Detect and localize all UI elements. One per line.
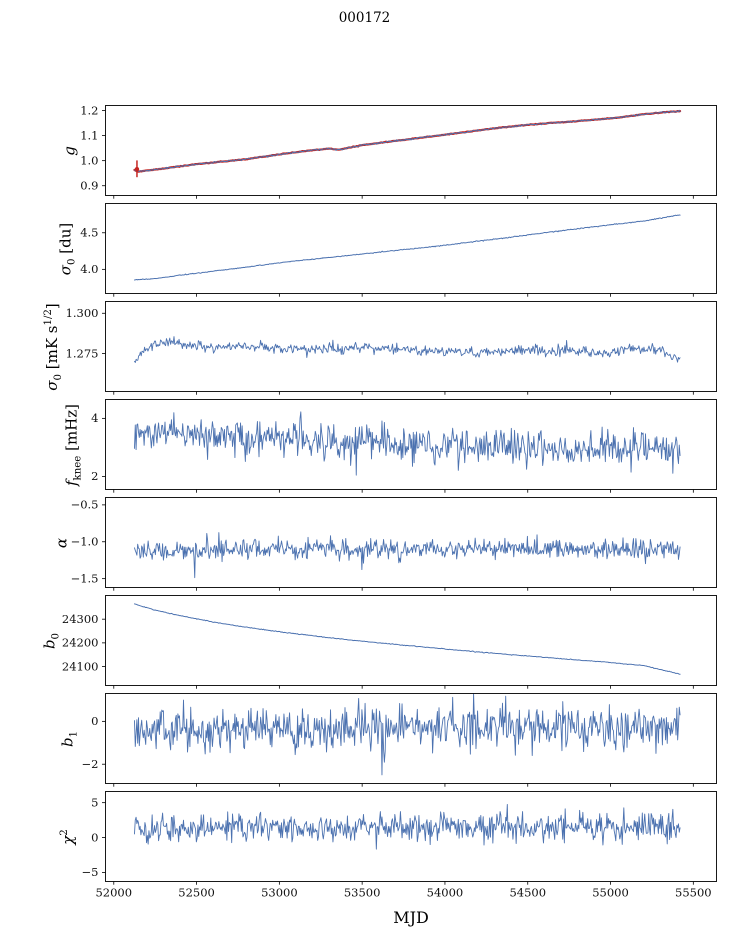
svg-text:1.275: 1.275 — [66, 346, 99, 360]
svg-text:52000: 52000 — [95, 886, 132, 900]
svg-text:−1.5: −1.5 — [71, 571, 99, 585]
svg-text:4.0: 4.0 — [80, 262, 98, 276]
svg-text:54000: 54000 — [427, 886, 464, 900]
figure-title: 000172 — [338, 10, 391, 26]
plot-alpha: −0.5 −1.0 −1.5 — [71, 497, 717, 591]
svg-text:1.0: 1.0 — [80, 153, 98, 167]
xlabel-mjd: MJD — [393, 908, 429, 927]
plot-sigma0-du: 4.0 4.5 — [80, 203, 717, 297]
svg-text:52500: 52500 — [178, 886, 215, 900]
panel-alpha: α −0.5 −1.0 −1.5 — [0, 497, 729, 591]
plot-g: 0.9 1.0 1.1 1.2 — [80, 103, 717, 199]
svg-text:−1.0: −1.0 — [71, 535, 99, 549]
svg-text:0: 0 — [91, 830, 98, 844]
svg-text:−5: −5 — [82, 865, 99, 879]
svg-text:24300: 24300 — [62, 612, 99, 626]
svg-text:1.300: 1.300 — [66, 306, 99, 320]
svg-text:−2: −2 — [82, 757, 99, 771]
panel-b1: b1 0 −2 — [0, 693, 729, 787]
panel-g: g 0.9 1.0 1.1 1.2 — [0, 103, 729, 199]
svg-text:55500: 55500 — [675, 886, 712, 900]
svg-text:5: 5 — [91, 795, 98, 809]
svg-text:53000: 53000 — [261, 886, 298, 900]
panel-sigma0-du: σ0 [du] 4.0 4.5 — [0, 203, 729, 297]
svg-text:−0.5: −0.5 — [71, 498, 99, 512]
svg-text:4.5: 4.5 — [80, 226, 98, 240]
svg-text:4: 4 — [91, 411, 98, 425]
svg-text:24200: 24200 — [62, 636, 99, 650]
svg-text:55000: 55000 — [592, 886, 629, 900]
svg-text:1.2: 1.2 — [80, 103, 98, 117]
svg-text:54500: 54500 — [509, 886, 546, 900]
svg-text:0: 0 — [91, 714, 98, 728]
svg-text:0.9: 0.9 — [80, 179, 98, 193]
svg-text:1.1: 1.1 — [80, 128, 98, 142]
panel-sigma0-mks: σ0 [mK s1/2] 1.275 1.300 — [0, 301, 729, 395]
svg-text:24100: 24100 — [62, 659, 99, 673]
panel-b0: b0 24300 24200 24100 — [0, 595, 729, 689]
plot-b0: 24300 24200 24100 — [62, 595, 717, 689]
plot-sigma0-mks: 1.275 1.300 — [66, 301, 717, 395]
plot-chi2: 5 0 −5 52000 52500 53000 53500 54000 54500 55000 5… — [82, 791, 717, 900]
svg-text:2: 2 — [91, 469, 98, 483]
panels-container: g 0.9 1.0 1.1 1.2 σ0 [du] 4.0 4.5 σ0 [mK s1/… — [0, 103, 729, 900]
plot-b1: 0 −2 — [82, 693, 717, 787]
panel-chi2: χ2 5 0 −5 52000 52500 53000 53500 54000 54500 550… — [0, 791, 729, 900]
plot-fknee: 24 — [91, 399, 717, 493]
svg-text:53500: 53500 — [344, 886, 381, 900]
